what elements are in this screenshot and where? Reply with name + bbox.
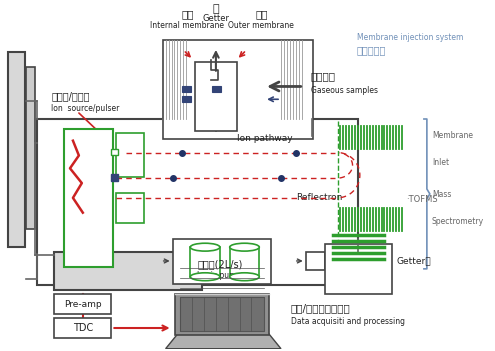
Text: Ion  source/pulser: Ion source/pulser xyxy=(51,104,120,113)
Text: 离子源/脉冲器: 离子源/脉冲器 xyxy=(51,91,90,101)
Bar xyxy=(180,297,264,331)
Bar xyxy=(305,252,325,270)
Polygon shape xyxy=(166,333,281,349)
Text: 控制/数据采集与处理: 控制/数据采集与处理 xyxy=(291,303,350,313)
Bar xyxy=(182,86,191,92)
Bar xyxy=(173,239,271,284)
Bar xyxy=(163,40,312,139)
Bar xyxy=(54,252,202,290)
Text: Reflectron: Reflectron xyxy=(296,193,342,203)
Text: Getter泵: Getter泵 xyxy=(396,257,431,265)
Bar xyxy=(325,244,393,293)
Bar xyxy=(230,247,259,277)
Bar xyxy=(111,148,118,155)
Ellipse shape xyxy=(230,243,259,251)
Ellipse shape xyxy=(190,243,220,251)
Text: Pre-amp: Pre-amp xyxy=(64,300,101,309)
Bar xyxy=(182,96,191,102)
Bar xyxy=(190,247,220,277)
Bar xyxy=(38,119,358,285)
Text: Getter: Getter xyxy=(202,14,229,23)
Text: 内膜: 内膜 xyxy=(181,9,194,20)
Text: Membrane injection system: Membrane injection system xyxy=(357,33,463,42)
Bar xyxy=(212,86,221,92)
Text: 外膜: 外膜 xyxy=(255,9,267,20)
Text: 泵: 泵 xyxy=(212,4,219,14)
Bar xyxy=(26,67,36,230)
Bar xyxy=(8,52,25,247)
Bar xyxy=(176,293,269,335)
Text: ·TOFMS: ·TOFMS xyxy=(406,196,438,204)
Ellipse shape xyxy=(230,273,259,281)
Bar xyxy=(64,129,113,267)
Text: Ion pathway: Ion pathway xyxy=(237,134,292,143)
Bar xyxy=(54,318,111,338)
Text: Outer membrane: Outer membrane xyxy=(228,21,294,30)
Text: 气态样品: 气态样品 xyxy=(310,72,336,82)
Bar xyxy=(116,193,144,223)
Ellipse shape xyxy=(190,273,220,281)
Text: Gaseous samples: Gaseous samples xyxy=(310,86,378,95)
Text: Internal membrane: Internal membrane xyxy=(150,21,224,30)
Bar xyxy=(116,133,144,177)
Text: Spectrometry: Spectrometry xyxy=(432,217,484,226)
Text: Membrane: Membrane xyxy=(432,131,473,140)
Text: 离子泵(2L/s): 离子泵(2L/s) xyxy=(197,259,243,269)
Bar xyxy=(111,174,118,181)
Bar xyxy=(195,62,237,131)
Text: Mass: Mass xyxy=(432,190,451,199)
Text: Lonic pump: Lonic pump xyxy=(197,271,242,280)
Bar xyxy=(54,294,111,314)
Text: 膜进样系统: 膜进样系统 xyxy=(357,45,386,55)
Text: TDC: TDC xyxy=(73,323,93,333)
Text: Inlet: Inlet xyxy=(432,158,449,167)
Text: Data acquisiti and processing: Data acquisiti and processing xyxy=(291,317,405,326)
